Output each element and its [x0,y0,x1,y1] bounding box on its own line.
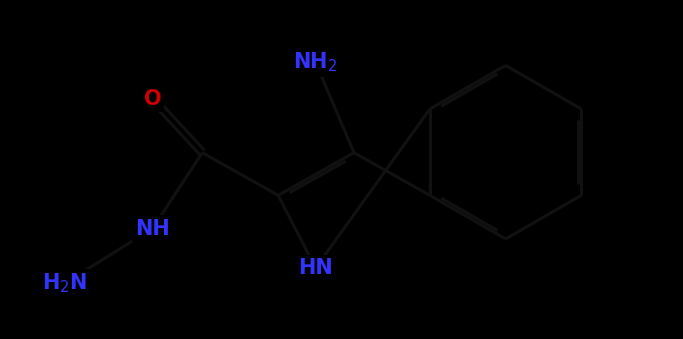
Text: NH: NH [135,219,170,239]
Text: H$_2$N: H$_2$N [42,272,87,295]
Text: HN: HN [298,258,333,278]
Text: O: O [143,89,161,109]
Text: NH$_2$: NH$_2$ [293,51,338,74]
